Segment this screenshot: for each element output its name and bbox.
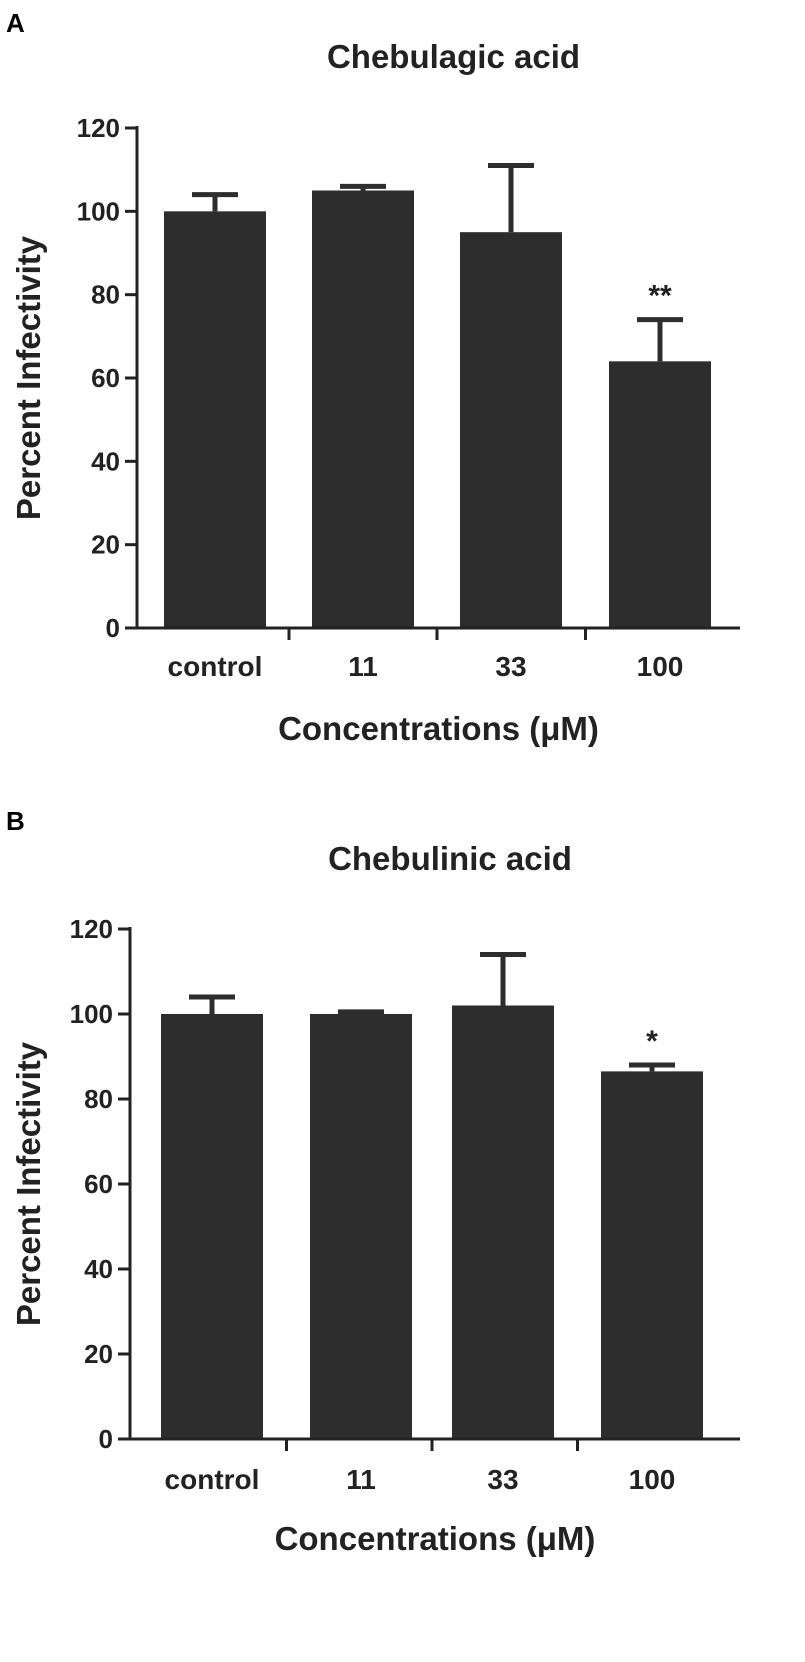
y-tick-label: 120: [70, 914, 113, 944]
bar: [452, 1005, 554, 1439]
bar: [460, 232, 562, 628]
y-tick-label: 80: [91, 280, 120, 310]
x-tick-label: 100: [637, 651, 684, 682]
bar: [164, 211, 266, 629]
x-tick-label: control: [165, 1464, 260, 1495]
y-tick-label: 20: [91, 530, 120, 560]
significance-label: *: [646, 1025, 658, 1058]
y-tick-label: 0: [106, 613, 120, 643]
x-axis-title: Concentrations (μM): [275, 1520, 596, 1557]
chart-panel-a: A Chebulagic acid control 11 33 ** 100 0 20 40 60 8…: [6, 8, 740, 747]
x-tick-label: 11: [348, 651, 378, 682]
y-tick-label: 120: [77, 113, 120, 143]
y-tick-label: 60: [91, 363, 120, 393]
x-tick-label: 11: [346, 1464, 376, 1495]
y-tick-label: 100: [77, 196, 120, 226]
chart-title: Chebulinic acid: [328, 840, 572, 877]
bar: [310, 1014, 412, 1439]
panel-letter: B: [6, 806, 25, 836]
y-tick-label: 40: [91, 446, 120, 476]
y-tick-label: 40: [84, 1254, 113, 1284]
x-tick-label: control: [168, 651, 263, 682]
y-tick-label: 80: [84, 1084, 113, 1114]
bar: [161, 1014, 263, 1439]
panel-letter: A: [6, 8, 25, 38]
y-tick-label: 100: [70, 999, 113, 1029]
chart-panel-b: B Chebulinic acid control 11 33 * 100 0 20 40 60 80…: [6, 806, 740, 1557]
y-tick-label: 0: [99, 1424, 113, 1454]
y-tick-label: 60: [84, 1169, 113, 1199]
bar: [601, 1071, 703, 1439]
bar: [609, 361, 711, 628]
x-tick-label: 33: [495, 651, 526, 682]
x-tick-label: 33: [487, 1464, 518, 1495]
bar: [312, 190, 414, 628]
y-axis-title: Percent Infectivity: [10, 1041, 47, 1326]
significance-label: **: [648, 280, 672, 313]
x-axis-title: Concentrations (μM): [278, 710, 599, 747]
y-axis-title: Percent Infectivity: [10, 235, 47, 520]
chart-title: Chebulagic acid: [327, 38, 580, 75]
x-tick-label: 100: [629, 1464, 676, 1495]
y-tick-label: 20: [84, 1339, 113, 1369]
